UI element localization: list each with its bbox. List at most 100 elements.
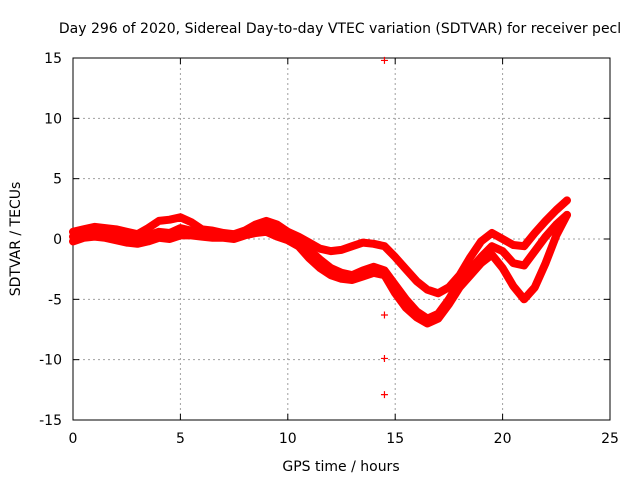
- y-tick-label: -15: [39, 413, 62, 429]
- data-point: [316, 256, 324, 264]
- data-point: [520, 242, 528, 250]
- data-point: [466, 271, 474, 279]
- data-point: [338, 246, 345, 254]
- data-point: [112, 236, 120, 244]
- data-point: [241, 231, 249, 239]
- data-point: [542, 259, 550, 267]
- data-point: [327, 247, 335, 255]
- data-point: [305, 254, 313, 262]
- data-point: [423, 286, 431, 294]
- y-tick-label: -5: [48, 292, 62, 308]
- data-point: [380, 271, 388, 279]
- data-point: [391, 289, 399, 297]
- data-point: [187, 218, 195, 226]
- data-point: [423, 319, 431, 327]
- data-point: [370, 240, 378, 248]
- data-point: [338, 275, 345, 283]
- x-tick-label: 5: [176, 431, 185, 447]
- data-point: [488, 242, 496, 250]
- data-point: [413, 277, 421, 285]
- data-point: [466, 253, 474, 261]
- data-point: [380, 311, 388, 319]
- y-tick-label: 15: [44, 51, 62, 67]
- data-point: [402, 265, 410, 273]
- data-point: [380, 242, 388, 250]
- data-point: [187, 231, 195, 239]
- data-point: [359, 239, 367, 247]
- data-point: [531, 283, 539, 291]
- data-point: [445, 300, 453, 308]
- data-point: [166, 216, 174, 224]
- data-point: [123, 239, 131, 247]
- data-point: [252, 229, 260, 237]
- data-point: [209, 234, 217, 242]
- data-point: [359, 272, 367, 280]
- axis-ticks: [72, 57, 611, 421]
- data-point: [230, 235, 238, 243]
- data-point: [176, 224, 184, 232]
- data-point: [542, 217, 550, 225]
- y-tick-label: 0: [53, 232, 62, 248]
- y-axis-label: SDTVAR / TECUs: [8, 182, 24, 297]
- data-point: [316, 264, 324, 272]
- data-point: [391, 253, 399, 261]
- data-point: [316, 245, 324, 253]
- data-point: [90, 233, 98, 241]
- data-series: [69, 56, 571, 399]
- data-point: [144, 237, 152, 245]
- data-point: [563, 211, 571, 219]
- data-point: [198, 233, 206, 241]
- chart-title: Day 296 of 2020, Sidereal Day-to-day VTE…: [59, 21, 621, 37]
- data-point: [155, 234, 163, 242]
- x-tick-label: 15: [386, 431, 404, 447]
- data-point: [509, 259, 517, 267]
- data-point: [488, 229, 496, 237]
- data-point: [531, 229, 539, 237]
- data-point: [434, 289, 442, 297]
- x-tick-label: 0: [69, 431, 78, 447]
- data-point: [155, 217, 163, 225]
- data-point: [284, 236, 292, 244]
- data-point: [348, 276, 356, 284]
- data-point: [413, 313, 421, 321]
- axis-tick-labels: 0 5 10 15 20 25 -15 -10 -5 0 5 10 15: [39, 51, 619, 447]
- data-point: [509, 241, 517, 249]
- data-point: [219, 234, 227, 242]
- data-point: [499, 264, 507, 272]
- data-point: [520, 295, 528, 303]
- data-point: [166, 235, 174, 243]
- data-point: [509, 282, 517, 290]
- data-point: [262, 228, 270, 236]
- y-tick-label: 5: [53, 172, 62, 188]
- data-point: [477, 259, 485, 267]
- data-point: [176, 213, 184, 221]
- x-tick-label: 10: [279, 431, 297, 447]
- data-point: [144, 224, 152, 232]
- data-point: [552, 206, 560, 214]
- series-track-lower: [69, 210, 571, 328]
- data-point: [531, 247, 539, 255]
- y-tick-label: 10: [44, 111, 62, 127]
- series-outliers: [380, 56, 388, 399]
- data-point: [176, 231, 184, 239]
- data-point: [445, 283, 453, 291]
- data-point: [563, 196, 571, 204]
- data-point: [477, 237, 485, 245]
- x-axis-label: GPS time / hours: [282, 459, 399, 475]
- data-point: [380, 354, 388, 362]
- y-tick-label: -10: [39, 353, 62, 369]
- data-point: [133, 240, 141, 248]
- data-point: [380, 56, 388, 64]
- data-point: [380, 391, 388, 399]
- data-point: [80, 234, 88, 242]
- data-point: [499, 235, 507, 243]
- data-point: [499, 247, 507, 255]
- x-tick-label: 25: [601, 431, 619, 447]
- data-point: [552, 231, 560, 239]
- data-point: [69, 237, 77, 245]
- data-point: [348, 242, 356, 250]
- data-point: [542, 233, 550, 241]
- data-point: [434, 315, 442, 323]
- data-point: [295, 242, 303, 250]
